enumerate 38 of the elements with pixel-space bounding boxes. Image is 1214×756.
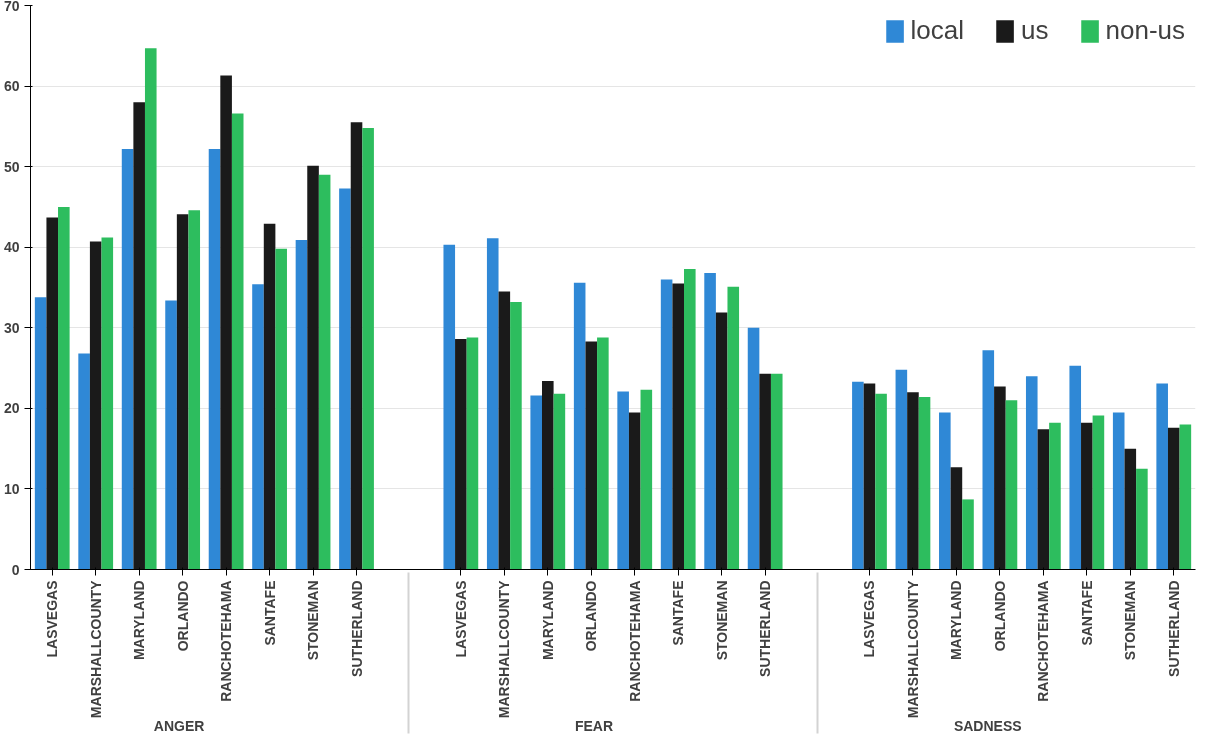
x-tick-label: SANTAFE [1078, 580, 1095, 646]
x-tick-label: MARSHALLCOUNTY [87, 579, 104, 719]
x-tick-label: MARYLAND [131, 580, 148, 661]
x-tick-label: SUTHERLAND [1165, 580, 1182, 677]
text: SADNESS [953, 718, 1022, 735]
x-tick-label: ORLANDO [583, 580, 600, 652]
x-tick-label: STONEMAN [305, 580, 322, 661]
y-tick-label: 70 [3, 0, 20, 14]
y-tick-label: 20 [3, 400, 20, 417]
x-tick-label: ORLANDO [991, 580, 1008, 652]
legend-label: us [1021, 15, 1049, 46]
y-tick-label: 10 [3, 480, 20, 497]
x-tick-label: SANTAFE [261, 580, 278, 646]
x-tick-label: SANTAFE [670, 580, 687, 646]
x-tick-label: MARYLAND [539, 580, 556, 661]
legend-label: local [910, 15, 965, 46]
y-tick-label: 50 [3, 158, 20, 175]
x-tick-label: RANCHOTEHAMA [218, 580, 235, 702]
y-tick-label: 0 [11, 561, 20, 578]
y-tick-label: 60 [3, 78, 20, 95]
y-tick-label: 30 [3, 319, 20, 336]
text: ANGER [153, 718, 205, 735]
x-tick-label: STONEMAN [1122, 580, 1139, 661]
x-tick-label: SUTHERLAND [348, 580, 365, 677]
x-tick-label: SUTHERLAND [757, 580, 774, 677]
y-tick-label: 40 [3, 239, 20, 256]
x-tick-label: MARYLAND [948, 580, 965, 661]
x-tick-label: RANCHOTEHAMA [626, 580, 643, 702]
x-tick-label: LASVEGAS [452, 580, 469, 658]
x-tick-label: LASVEGAS [44, 580, 61, 658]
text: FEAR [574, 718, 614, 735]
x-tick-label: STONEMAN [713, 580, 730, 661]
x-tick-label: MARSHALLCOUNTY [904, 579, 921, 719]
x-tick-label: LASVEGAS [861, 580, 878, 658]
legend-label: non-us [1105, 15, 1185, 46]
x-tick-label: MARSHALLCOUNTY [496, 579, 513, 719]
x-tick-label: RANCHOTEHAMA [1035, 580, 1052, 702]
x-tick-label: ORLANDO [174, 580, 191, 652]
